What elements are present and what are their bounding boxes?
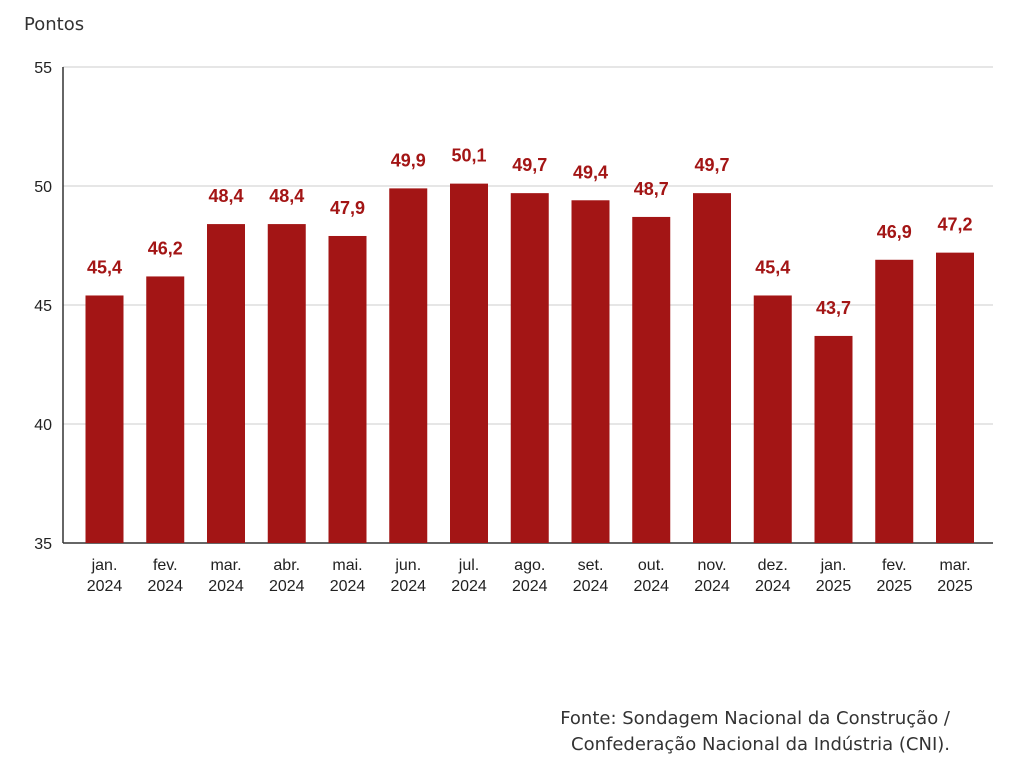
bar bbox=[936, 252, 974, 543]
bar bbox=[207, 224, 245, 543]
x-tick-label-month: jan. bbox=[91, 557, 118, 574]
bar bbox=[571, 200, 610, 543]
y-tick-label: 40 bbox=[34, 417, 52, 434]
bar bbox=[875, 259, 914, 543]
x-tick-label-year: 2025 bbox=[816, 578, 852, 595]
x-tick-label-year: 2024 bbox=[755, 578, 791, 595]
x-tick-label-month: fev. bbox=[882, 557, 907, 574]
data-label: 46,9 bbox=[877, 222, 912, 242]
x-tick-label-year: 2025 bbox=[937, 578, 973, 595]
y-tick-label: 55 bbox=[34, 60, 52, 77]
x-tick-label-year: 2024 bbox=[87, 578, 123, 595]
y-tick-label: 50 bbox=[34, 179, 52, 196]
data-label: 50,1 bbox=[451, 146, 486, 166]
bar bbox=[632, 216, 671, 543]
bar bbox=[450, 183, 488, 543]
data-label: 49,4 bbox=[573, 162, 608, 182]
bar bbox=[85, 295, 124, 543]
bar bbox=[753, 295, 792, 543]
x-tick-label-year: 2024 bbox=[512, 578, 548, 595]
data-label: 45,4 bbox=[755, 257, 790, 277]
x-tick-label-year: 2024 bbox=[330, 578, 366, 595]
data-label: 48,7 bbox=[634, 179, 669, 199]
x-tick-label-month: mai. bbox=[332, 557, 362, 574]
bar-chart: 45,4 46,2 48,4 48,4 47,9 49,9 50,1 49,7 49,4 48,7… bbox=[34, 60, 993, 595]
data-labels: 45,4 46,2 48,4 48,4 47,9 49,9 50,1 49,7 49,4 48,7… bbox=[87, 146, 973, 318]
bar bbox=[693, 193, 731, 543]
x-tick-label-year: 2024 bbox=[390, 578, 426, 595]
x-tick-label-year: 2024 bbox=[694, 578, 730, 595]
x-tick-label-month: set. bbox=[578, 557, 604, 574]
data-label: 49,7 bbox=[512, 155, 547, 175]
x-tick-label-month: dez. bbox=[758, 557, 788, 574]
x-tick-label-month: out. bbox=[638, 557, 665, 574]
x-tick-label-year: 2024 bbox=[208, 578, 244, 595]
x-tick-label-month: ago. bbox=[514, 557, 545, 574]
x-tick-label-month: jun. bbox=[394, 557, 421, 574]
x-tick-label-year: 2024 bbox=[269, 578, 305, 595]
bar bbox=[389, 188, 428, 543]
bars bbox=[85, 183, 974, 544]
data-label: 47,9 bbox=[330, 198, 365, 218]
x-tick-label-month: abr. bbox=[273, 557, 300, 574]
y-tick-labels: 35 40 45 50 55 bbox=[34, 60, 52, 553]
x-tick-label-year: 2025 bbox=[876, 578, 912, 595]
x-tick-label-year: 2024 bbox=[147, 578, 183, 595]
data-label: 43,7 bbox=[816, 298, 851, 318]
data-label: 49,7 bbox=[694, 155, 729, 175]
x-tick-label-year: 2024 bbox=[633, 578, 669, 595]
x-tick-label-month: mar. bbox=[210, 557, 241, 574]
data-label: 45,4 bbox=[87, 257, 122, 277]
data-label: 48,4 bbox=[269, 186, 304, 206]
x-tick-label-year: 2024 bbox=[451, 578, 487, 595]
x-tick-label-month: jan. bbox=[820, 557, 847, 574]
bar bbox=[146, 276, 185, 543]
data-label: 49,9 bbox=[391, 150, 426, 170]
bar bbox=[328, 235, 367, 544]
source-line-2: Confederação Nacional da Indústria (CNI)… bbox=[571, 734, 950, 755]
source-note: Fonte: Sondagem Nacional da Construção /… bbox=[560, 706, 950, 758]
bar bbox=[510, 193, 549, 543]
bar bbox=[814, 335, 853, 543]
x-tick-label-month: nov. bbox=[697, 557, 726, 574]
y-axis-unit-label: Pontos bbox=[24, 14, 85, 35]
bar bbox=[267, 224, 306, 543]
x-tick-label-year: 2024 bbox=[573, 578, 609, 595]
x-tick-label-month: mar. bbox=[939, 557, 970, 574]
y-tick-label: 35 bbox=[34, 536, 52, 553]
x-tick-labels: jan. 2024 fev. 2024 mar. 2024 abr. 2024 mai. 2024… bbox=[87, 557, 973, 595]
x-tick-label-month: fev. bbox=[153, 557, 178, 574]
source-line-1: Fonte: Sondagem Nacional da Construção / bbox=[560, 708, 950, 729]
data-label: 46,2 bbox=[148, 238, 183, 258]
y-tick-label: 45 bbox=[34, 298, 52, 315]
data-label: 47,2 bbox=[937, 215, 972, 235]
data-label: 48,4 bbox=[208, 186, 243, 206]
x-tick-label-month: jul. bbox=[458, 557, 479, 574]
